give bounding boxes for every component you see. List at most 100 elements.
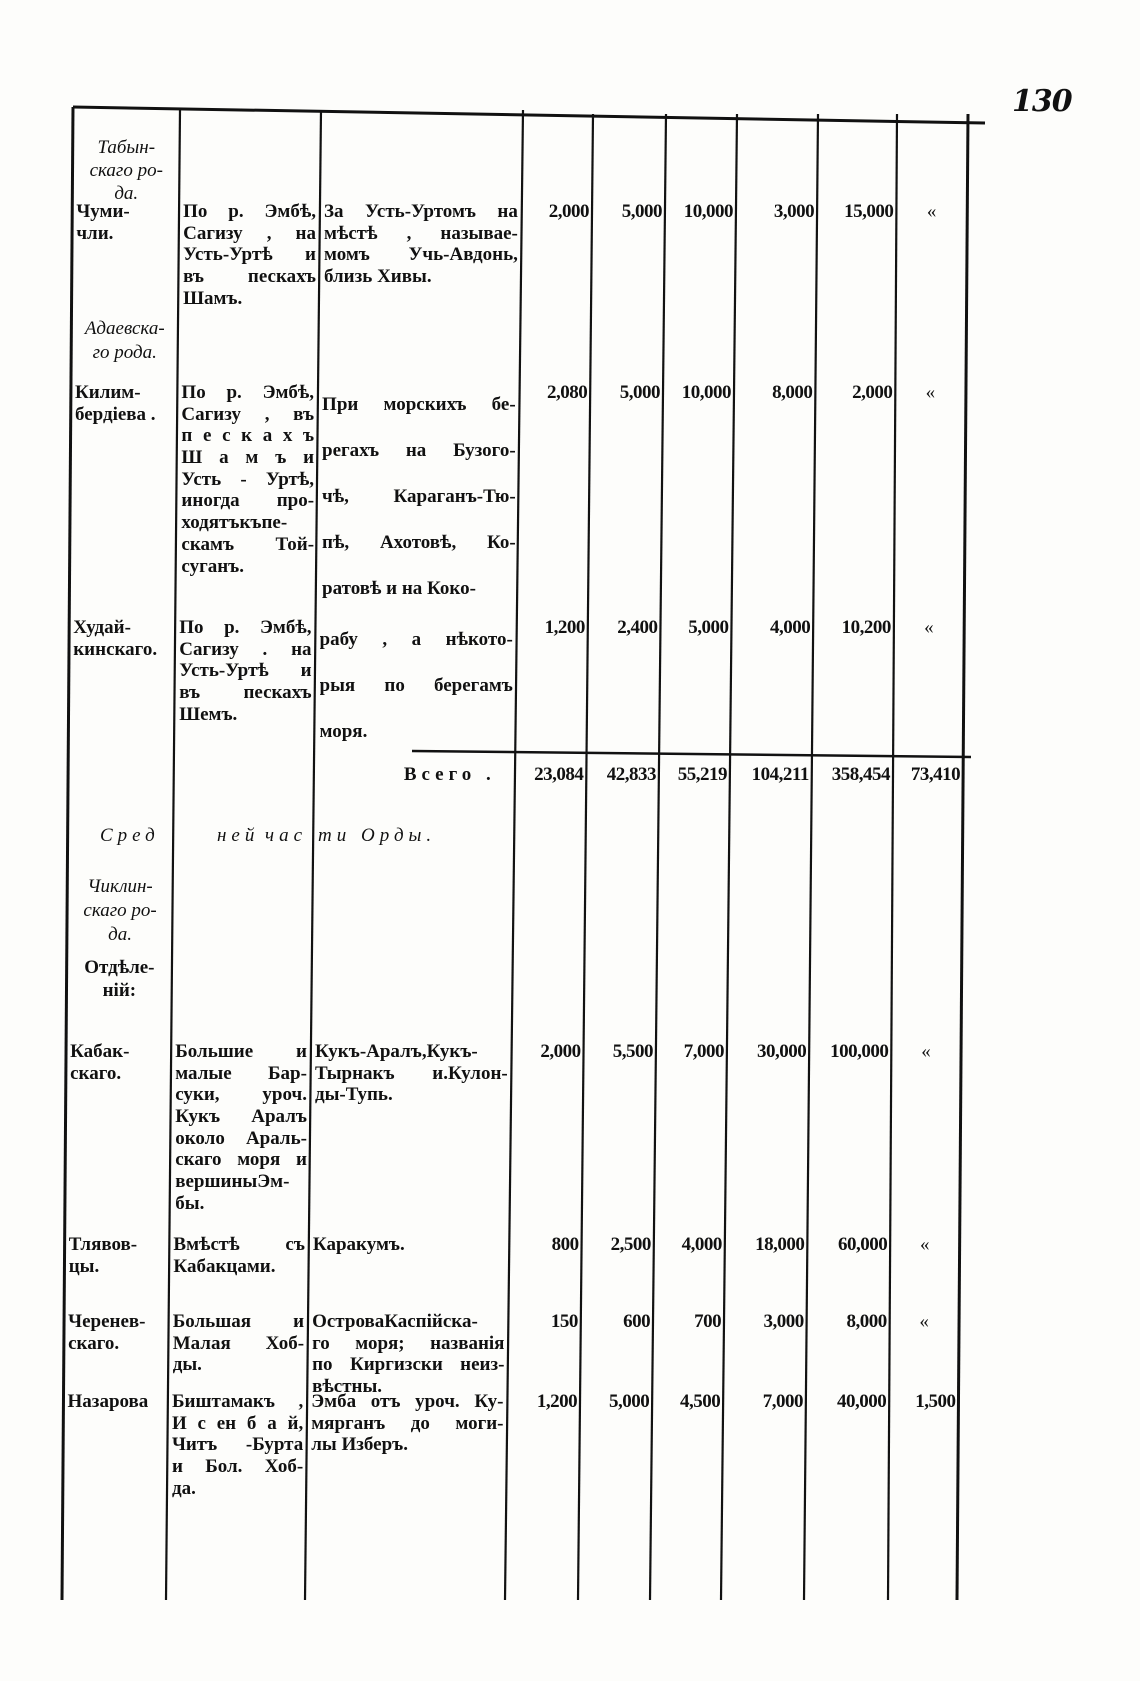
cell-line: Шамъ. [183, 287, 243, 309]
row-name: Тлявов-цы. [69, 1234, 166, 1278]
cell-line: въ пескахъ [179, 682, 312, 704]
column-rule [955, 113, 970, 1601]
cell-line: мѣстѣ , называе- [324, 222, 518, 244]
cell-line: пѣ, Ахотовѣ, Ко- [322, 532, 516, 553]
cell-line: моря. [319, 721, 368, 742]
winter-location: Кукъ-Аралъ,Кукъ- Тырнакъ и.Кулон-ды-Тупь. [315, 1041, 508, 1106]
value-cell: 10,000 [683, 201, 734, 222]
value-cell: 150 [550, 1311, 579, 1332]
section-heading-part: час [265, 825, 307, 846]
cell-line: п е с к а х ъ [181, 425, 315, 447]
column-rule [802, 113, 820, 1601]
cell-line: чли. [76, 223, 114, 244]
cell-line: цы. [68, 1256, 100, 1277]
value-cell: 15,000 [844, 201, 894, 222]
total-label: Всего . [403, 764, 496, 785]
cell-line: Кукъ-Аралъ,Кукъ- [314, 1041, 478, 1062]
winter-location: При морскихъ бе-регахъ на Бузого-чѣ, Кар… [322, 382, 516, 612]
value-cell: 60,000 [837, 1234, 888, 1255]
section-heading-part: Сред [100, 825, 160, 846]
cell-line: скамъ Той- [181, 533, 315, 555]
cell-line: Чиклин- [87, 876, 153, 897]
value-cell: 8,000 [846, 1311, 887, 1332]
row-name: Назарова [68, 1391, 164, 1413]
winter-location: Эмба отъ уроч. Ку-мярганъ до моги-лы Изб… [311, 1391, 503, 1456]
row-name: Худай-кинскаго. [73, 617, 171, 661]
section-heading-part: ней [217, 825, 260, 846]
clan-heading: Чиклин-скаго ро-да. [71, 875, 168, 947]
column-rule [303, 109, 323, 1601]
section-heading-part: ти Орды. [318, 825, 437, 846]
cell-line: малые Бар- [175, 1062, 307, 1084]
value-cell: 8,000 [772, 382, 813, 403]
subdivision-heading: Отдѣле-ній: [71, 956, 168, 1002]
value-cell: 2,500 [610, 1234, 652, 1255]
value-cell: 5,000 [608, 1391, 650, 1412]
value-cell: 4,500 [679, 1391, 721, 1412]
value-cell: 358,454 [831, 764, 891, 785]
cell-line: въ пескахъ [183, 266, 316, 288]
cell-line: момъ Учь-Авдонь, [324, 244, 518, 266]
value-cell: 73,410 [910, 764, 961, 785]
page-number: 130 [1012, 84, 1073, 119]
summer-location: По р. Эмбѣ, Сагизу . на Усть-Уртѣ и въ песк… [179, 617, 311, 725]
cell-line: регахъ на Бузого- [322, 440, 516, 461]
cell-line: скаго. [68, 1333, 120, 1354]
cell-line: По р. Эмбѣ, [181, 382, 315, 403]
value-cell: 3,000 [773, 201, 815, 222]
cell-line: Большие и [175, 1041, 307, 1062]
cell-line: да. [171, 1477, 196, 1499]
column-rule [648, 113, 668, 1601]
winter-location: ОстроваКаспійска-го моря; названія по Кир… [312, 1311, 504, 1398]
cell-line: Большая и [172, 1311, 305, 1332]
value-cell: 1,200 [536, 1391, 578, 1412]
cell-line: Табын- [97, 137, 156, 158]
cell-line: суки, уроч. [175, 1084, 307, 1106]
summer-location: Большие и малые Бар-суки, уроч. Кукъ Аралъ… [175, 1041, 307, 1215]
cell-line: суганъ. [181, 555, 245, 577]
value-cell: « [925, 382, 935, 403]
cell-line: Вмѣстѣ съ [173, 1234, 305, 1255]
value-cell: 4,000 [769, 617, 811, 638]
cell-line: Малая Хоб- [172, 1332, 305, 1354]
column-rule [60, 106, 75, 1601]
column-rule [503, 109, 525, 1601]
cell-line: Биштамакъ , [171, 1391, 304, 1412]
value-cell: 10,000 [681, 382, 732, 403]
total-rule [411, 749, 972, 759]
cell-line: да. [114, 183, 139, 204]
cell-line: ды-Тупь. [314, 1084, 393, 1106]
cell-line: Усть-Уртѣ и [183, 244, 316, 266]
cell-line: чѣ, Караганъ-Тю- [322, 486, 516, 507]
cell-line: Сагизу , въ [181, 403, 315, 425]
value-cell: « [924, 617, 934, 638]
value-cell: 3,000 [763, 1311, 804, 1332]
value-cell: 600 [623, 1311, 651, 1332]
cell-line: ды. [172, 1354, 202, 1376]
cell-line: Усть-Уртѣ и [179, 660, 312, 682]
value-cell: 2,000 [852, 382, 893, 403]
summer-location: По р. Эмбѣ, Сагизу , на Усть-Уртѣ и въ песк… [183, 201, 316, 309]
value-cell: 5,000 [619, 382, 661, 403]
value-cell: 1,200 [544, 617, 586, 638]
column-rule [886, 113, 899, 1601]
value-cell: « [926, 201, 936, 222]
value-cell: 1,500 [915, 1391, 956, 1412]
cell-line: Кабак- [70, 1041, 130, 1062]
column-rule [576, 113, 595, 1601]
cell-line: около Араль- [175, 1127, 307, 1149]
cell-line: За Усть-Уртомъ на [324, 201, 518, 222]
value-cell: « [921, 1041, 931, 1062]
cell-line: и Бол. Хоб- [171, 1456, 304, 1478]
value-cell: 30,000 [756, 1041, 807, 1062]
cell-line: по Киргизски неиз- [312, 1354, 505, 1376]
cell-line: Каракумъ. [312, 1234, 405, 1255]
value-cell: 5,000 [621, 201, 663, 222]
cell-line: Шемъ. [179, 703, 238, 725]
cell-line: иногда про- [181, 490, 315, 512]
cell-line: И с ен б а й, [171, 1412, 304, 1434]
cell-line: Ш а м ъ и [181, 447, 315, 469]
cell-line: бердіева . [74, 404, 156, 425]
cell-line: Тырнакъ и.Кулон- [314, 1062, 508, 1084]
cell-line: близь Хивы. [324, 266, 432, 288]
